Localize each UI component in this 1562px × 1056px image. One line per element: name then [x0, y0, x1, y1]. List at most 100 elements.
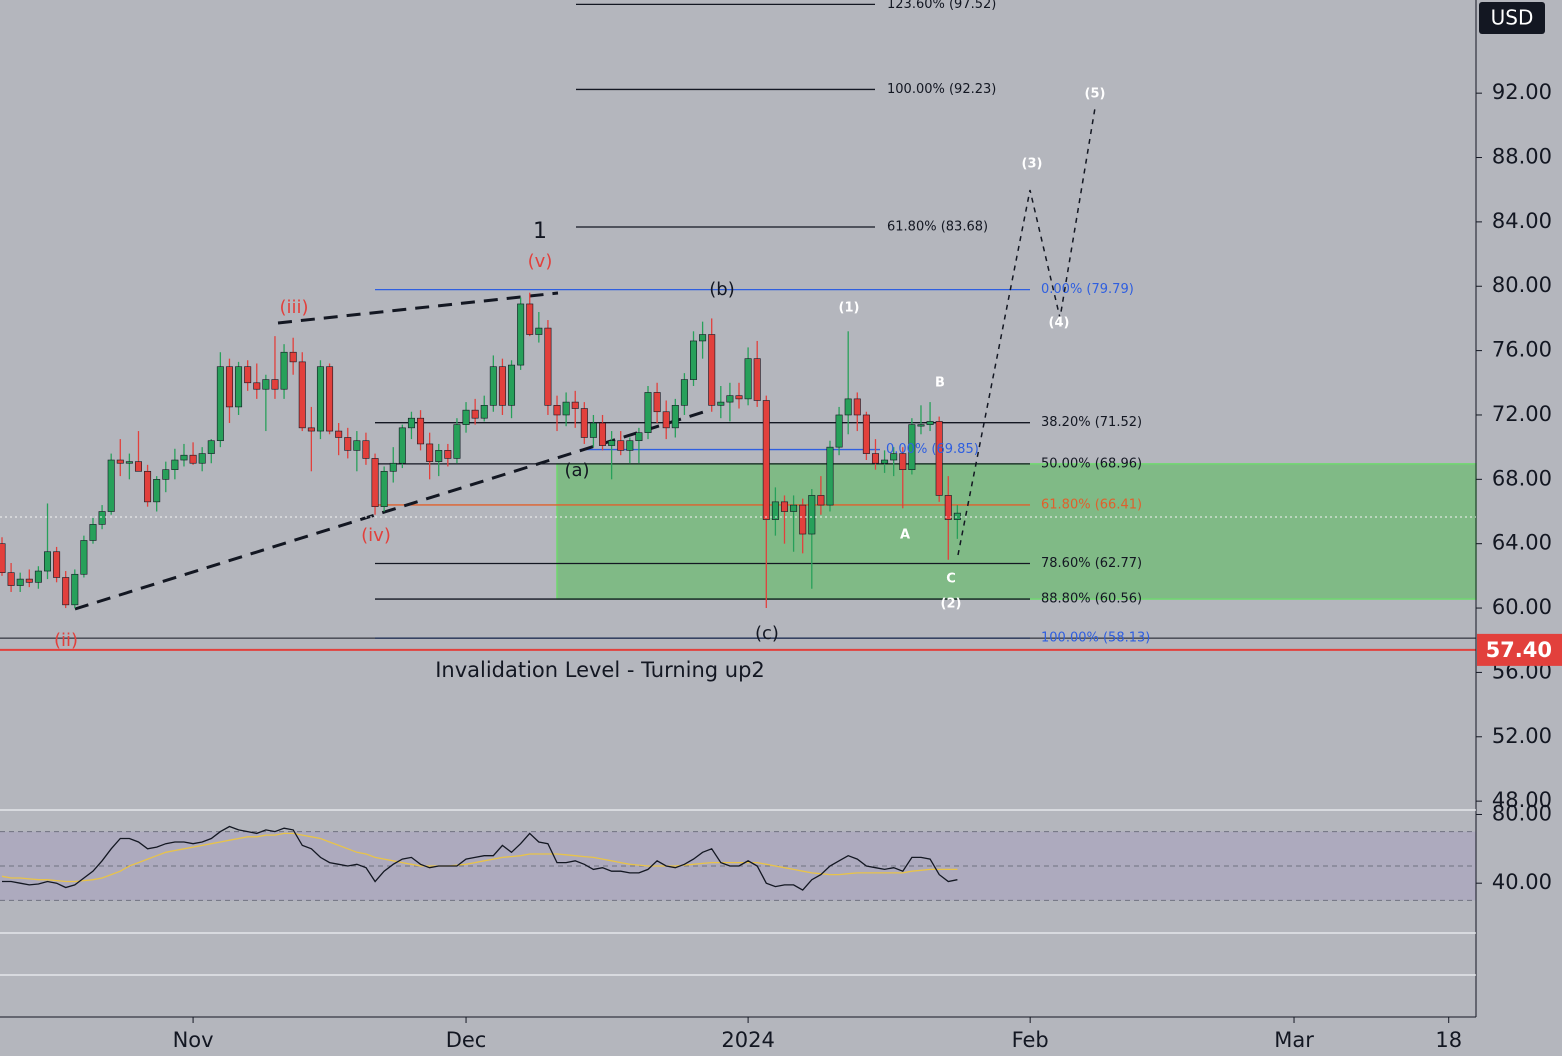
candle-body	[180, 454, 188, 461]
wave-label: (ii)	[54, 630, 78, 651]
candle-body	[144, 470, 152, 503]
candle-body	[89, 524, 97, 541]
candle-body	[25, 578, 33, 583]
x-tick-label: Mar	[1274, 1028, 1314, 1052]
x-tick-label: 2024	[721, 1028, 774, 1052]
candle-body	[389, 462, 397, 472]
candle-body	[326, 366, 334, 432]
candle-body	[0, 543, 6, 573]
wave-label: (v)	[528, 251, 553, 272]
candle-body	[316, 366, 324, 432]
candle-body	[444, 450, 452, 459]
candle-body	[262, 379, 270, 390]
y-tick-label: 48.00	[1492, 788, 1552, 812]
wave-label: B	[935, 376, 945, 391]
candle-body	[799, 504, 807, 535]
candle-body	[107, 459, 115, 512]
candle-body	[644, 392, 652, 433]
invalidation-label: Invalidation Level - Turning up2	[435, 658, 765, 682]
candle-body	[553, 405, 561, 416]
candle-body	[417, 417, 425, 445]
candle-body	[735, 395, 743, 400]
candle-body	[471, 409, 479, 419]
candle-body	[426, 443, 434, 462]
target-zone	[556, 463, 1477, 600]
y-tick-label: 80.00	[1492, 273, 1552, 297]
wave-label: (b)	[709, 279, 734, 300]
candle-body	[953, 512, 961, 520]
candle-body	[862, 414, 870, 454]
y-tick-label: 72.00	[1492, 402, 1552, 426]
candle-body	[881, 459, 889, 464]
main-layer	[0, 292, 961, 891]
candle-body	[362, 440, 370, 459]
candle-body	[198, 453, 206, 464]
candle-body	[899, 453, 907, 470]
wave-label: (3)	[1022, 157, 1043, 172]
wave-label: (1)	[839, 301, 860, 316]
back-layer	[0, 3, 1477, 901]
candle-body	[280, 351, 288, 390]
candle-body	[134, 461, 142, 472]
candle-body	[680, 379, 688, 406]
fib-label: 61.80% (83.68)	[887, 220, 988, 235]
candle-body	[153, 479, 161, 503]
fib-label: 100.00% (92.23)	[887, 82, 996, 97]
candle-body	[244, 366, 252, 384]
y-tick-label: 64.00	[1492, 531, 1552, 555]
candle-body	[589, 422, 597, 438]
y-tick-label: 92.00	[1492, 80, 1552, 104]
candle-body	[890, 453, 898, 461]
wave-label: (a)	[564, 460, 589, 481]
candle-body	[790, 504, 798, 512]
rsi-line	[2, 825, 958, 891]
candle-body	[71, 573, 79, 606]
candle-body	[162, 469, 170, 480]
fib-label: 61.80% (66.41)	[1041, 497, 1142, 512]
candle-body	[225, 366, 233, 408]
candle-body	[699, 334, 707, 342]
candle-body	[571, 401, 579, 409]
candle-body	[753, 358, 761, 401]
wave-label: A	[900, 528, 910, 543]
candle-body	[435, 450, 443, 462]
candle-body	[808, 495, 816, 535]
candle-body	[517, 303, 525, 366]
candle-body	[744, 358, 752, 400]
candle-body	[353, 440, 361, 451]
candle-body	[726, 395, 734, 403]
y-tick-label: 88.00	[1492, 145, 1552, 169]
fib-label: 78.60% (62.77)	[1041, 556, 1142, 571]
candle-body	[171, 459, 179, 470]
x-tick-label: Dec	[446, 1028, 487, 1052]
candle-body	[780, 501, 788, 512]
candle-body	[398, 427, 406, 464]
candle-body	[508, 364, 516, 406]
y-tick-label: 68.00	[1492, 466, 1552, 490]
wedge-line	[277, 291, 559, 325]
candle-body	[608, 440, 616, 446]
price-tag-label: 57.40	[1486, 638, 1552, 662]
candle-body	[298, 361, 306, 429]
wave-label: (iv)	[361, 525, 391, 546]
candle-body	[116, 459, 124, 464]
wave-label: (4)	[1049, 316, 1070, 331]
candle-body	[626, 440, 634, 451]
candle-body	[917, 424, 925, 427]
candle-body	[544, 327, 552, 406]
candle-body	[562, 401, 570, 416]
candle-body	[189, 454, 197, 464]
candle-body	[690, 340, 698, 380]
candle-body	[835, 414, 843, 448]
candle-body	[480, 405, 488, 419]
front-layer: 92.00 88.00 84.00 80.00 76.00 72.00 68.00 64.00…	[54, 0, 1562, 1052]
candle-body	[871, 453, 879, 464]
fib-label: 0.00% (69.85)	[886, 442, 979, 457]
wave-label: 1	[533, 219, 547, 244]
fib-label: 100.00% (58.13)	[1041, 631, 1150, 646]
candle-body	[844, 398, 852, 416]
candle-body	[453, 424, 461, 459]
candle-body	[662, 411, 670, 429]
rsi-tick-label: 40.00	[1492, 870, 1552, 894]
